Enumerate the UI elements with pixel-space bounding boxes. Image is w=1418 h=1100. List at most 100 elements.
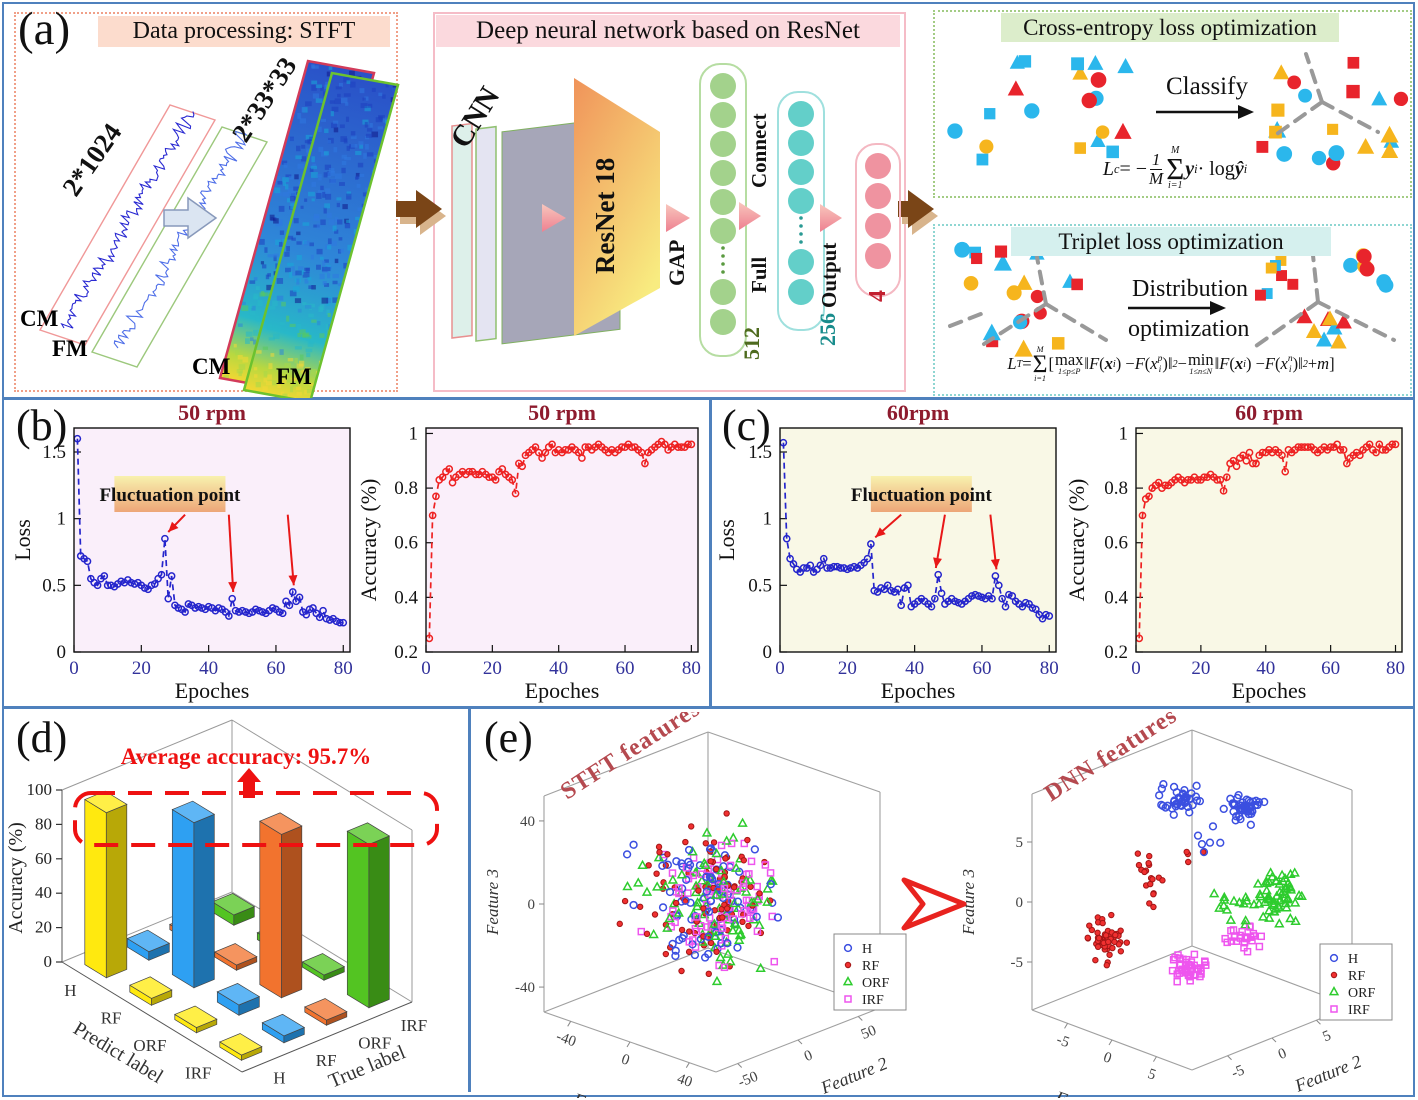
dnn-header: Deep neural network based on ResNet (436, 15, 900, 47)
svg-text:Epoches: Epoches (525, 678, 600, 703)
svg-text:5: 5 (1016, 835, 1024, 851)
svg-text:1.5: 1.5 (42, 442, 66, 463)
svg-text:100: 100 (27, 780, 53, 799)
svg-text:512: 512 (739, 327, 764, 360)
svg-text:Fluctuation point: Fluctuation point (99, 485, 241, 506)
svg-text:Accuracy (%): Accuracy (%) (1064, 479, 1089, 602)
svg-text:20: 20 (35, 918, 52, 937)
svg-text:0: 0 (57, 642, 67, 663)
svg-text:H: H (862, 942, 872, 957)
svg-text:1: 1 (763, 509, 773, 530)
svg-text:0: 0 (802, 1047, 815, 1065)
cross-entropy-header: Cross-entropy loss optimization (1001, 13, 1339, 42)
svg-text:ORF: ORF (133, 1036, 166, 1055)
svg-text:-5: -5 (1229, 1062, 1247, 1082)
panel-label-a: (a) (18, 3, 71, 55)
svg-text:Feature 3: Feature 3 (959, 869, 978, 936)
svg-text:Loss: Loss (10, 519, 35, 561)
svg-text:50 rpm: 50 rpm (528, 402, 596, 425)
svg-text:0: 0 (528, 897, 536, 913)
dnn-features-scatter3d: -5 0 5 Feature 3 -5 0 5 -5 0 5 Feature 1 Feature 2 H… (959, 712, 1393, 1098)
divider-vertical-bc (709, 399, 712, 706)
svg-text:RF: RF (101, 1008, 122, 1027)
svg-text:ORF: ORF (358, 1033, 391, 1052)
svg-text:Accuracy (%): Accuracy (%) (6, 822, 27, 934)
svg-text:60rpm: 60rpm (887, 402, 949, 425)
svg-text:-5: -5 (1054, 1032, 1071, 1051)
svg-text:60: 60 (35, 849, 52, 868)
divider-horizontal-1 (4, 397, 1414, 400)
svg-text:-5: -5 (1011, 955, 1024, 971)
svg-text:ORF: ORF (862, 976, 889, 991)
svg-text:5: 5 (1320, 1028, 1333, 1046)
svg-text:0: 0 (69, 658, 79, 679)
triplet-header: Triplet loss optimization (1011, 227, 1331, 256)
svg-text:40: 40 (520, 814, 535, 830)
svg-text:20: 20 (838, 658, 857, 679)
stft-header: Data processing: STFT (98, 16, 390, 47)
panel-label-e: (e) (484, 713, 533, 762)
svg-text:0: 0 (44, 952, 53, 971)
svg-text:40: 40 (549, 658, 568, 679)
svg-text:optimization: optimization (1128, 316, 1249, 342)
svg-text:Average accuracy: 95.7%: Average accuracy: 95.7% (121, 744, 372, 769)
divider-vertical-de (468, 708, 471, 1092)
svg-text:1.5: 1.5 (748, 442, 772, 463)
svg-text:20: 20 (132, 658, 151, 679)
svg-text:Distribution: Distribution (1132, 276, 1248, 302)
svg-text:IRF: IRF (862, 993, 884, 1008)
svg-text:60: 60 (616, 658, 635, 679)
svg-text:ResNet 18: ResNet 18 (590, 158, 620, 274)
svg-text:Epoches: Epoches (1232, 678, 1307, 703)
svg-text:CNN: CNN (444, 81, 507, 154)
svg-text:60: 60 (1321, 658, 1340, 679)
confusion-bar3d-chart: 0 20 40 60 80 100 Accuracy (%) H RF ORF IRF H RF ORF I… (6, 719, 439, 1093)
svg-text:Feature 2: Feature 2 (1291, 1051, 1364, 1096)
svg-text:2*1024: 2*1024 (56, 118, 127, 202)
svg-text:40: 40 (199, 658, 218, 679)
svg-text:40: 40 (905, 658, 924, 679)
loss-chart-50rpm: 0 20 40 60 80 0 0.5 1 1.5 50 rpm Epoches Loss Fluctu… (10, 402, 353, 703)
svg-text:IRF: IRF (401, 1016, 427, 1035)
triplet-box (933, 224, 1412, 396)
svg-text:-40: -40 (515, 980, 535, 996)
accuracy-chart-60rpm: 0 20 40 60 80 0.2 0.4 0.6 0.8 1 60 rpm Epoches Accur… (1064, 402, 1405, 703)
svg-text:60: 60 (266, 658, 285, 679)
loss-chart-60rpm: 0 20 40 60 80 0 0.5 1 1.5 60rpm Epoches Loss Fluctua… (714, 402, 1059, 703)
svg-text:1: 1 (409, 423, 419, 444)
svg-text:H: H (64, 981, 76, 1000)
divider-horizontal-2 (4, 706, 1414, 709)
svg-text:1: 1 (1119, 423, 1129, 444)
svg-text:ORF: ORF (1348, 986, 1375, 1001)
svg-text:0: 0 (1131, 658, 1141, 679)
accuracy-chart-50rpm: 0 20 40 60 80 0.2 0.4 0.6 0.8 1 50 rpm Epoches Accur… (356, 402, 701, 703)
svg-text:4: 4 (865, 290, 891, 302)
svg-text:GAP: GAP (664, 240, 689, 286)
svg-text:0.6: 0.6 (394, 533, 418, 554)
svg-text:40: 40 (35, 883, 52, 902)
svg-text:20: 20 (1191, 658, 1210, 679)
svg-text:0: 0 (1016, 895, 1024, 911)
svg-text:Full: Full (747, 257, 771, 293)
svg-text:5: 5 (1146, 1066, 1158, 1084)
cross-entropy-box (933, 10, 1412, 198)
svg-text:STFT features: STFT features (556, 712, 705, 805)
svg-text:0.6: 0.6 (1104, 533, 1128, 554)
svg-text:80: 80 (334, 658, 353, 679)
svg-text:80: 80 (682, 658, 701, 679)
svg-text:IRF: IRF (185, 1063, 211, 1082)
svg-text:Output: Output (817, 243, 841, 308)
svg-text:RF: RF (316, 1051, 337, 1070)
svg-text:256: 256 (815, 313, 840, 346)
svg-text:40: 40 (675, 1071, 694, 1091)
svg-text:Fluctuation point: Fluctuation point (851, 485, 993, 506)
svg-text:CM: CM (192, 354, 231, 379)
svg-text:FM: FM (52, 336, 88, 361)
svg-text:60: 60 (972, 658, 991, 679)
svg-text:0.8: 0.8 (394, 478, 418, 499)
